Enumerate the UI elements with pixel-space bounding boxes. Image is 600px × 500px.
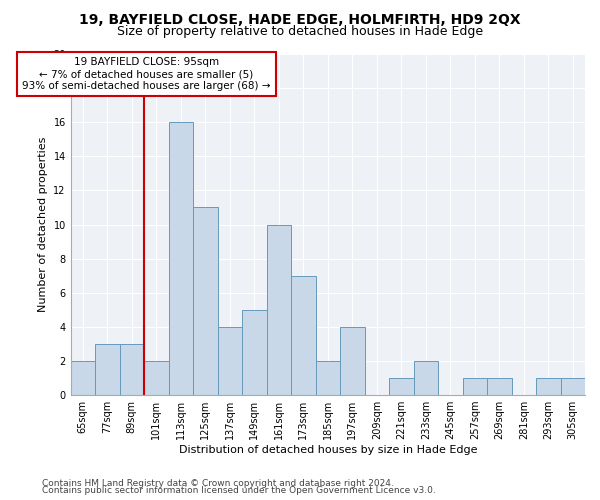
- X-axis label: Distribution of detached houses by size in Hade Edge: Distribution of detached houses by size …: [179, 445, 477, 455]
- Bar: [487, 378, 512, 395]
- Bar: [536, 378, 560, 395]
- Text: Contains HM Land Registry data © Crown copyright and database right 2024.: Contains HM Land Registry data © Crown c…: [42, 478, 394, 488]
- Text: 19, BAYFIELD CLOSE, HADE EDGE, HOLMFIRTH, HD9 2QX: 19, BAYFIELD CLOSE, HADE EDGE, HOLMFIRTH…: [79, 12, 521, 26]
- Bar: [560, 378, 585, 395]
- Bar: [389, 378, 413, 395]
- Bar: [463, 378, 487, 395]
- Bar: [413, 361, 438, 395]
- Bar: [242, 310, 266, 395]
- Y-axis label: Number of detached properties: Number of detached properties: [38, 137, 48, 312]
- Bar: [169, 122, 193, 395]
- Text: Contains public sector information licensed under the Open Government Licence v3: Contains public sector information licen…: [42, 486, 436, 495]
- Text: 19 BAYFIELD CLOSE: 95sqm
← 7% of detached houses are smaller (5)
93% of semi-det: 19 BAYFIELD CLOSE: 95sqm ← 7% of detache…: [22, 58, 271, 90]
- Bar: [340, 327, 365, 395]
- Bar: [266, 224, 291, 395]
- Bar: [95, 344, 119, 395]
- Bar: [316, 361, 340, 395]
- Bar: [119, 344, 144, 395]
- Text: Size of property relative to detached houses in Hade Edge: Size of property relative to detached ho…: [117, 25, 483, 38]
- Bar: [291, 276, 316, 395]
- Bar: [218, 327, 242, 395]
- Bar: [71, 361, 95, 395]
- Bar: [144, 361, 169, 395]
- Bar: [193, 208, 218, 395]
